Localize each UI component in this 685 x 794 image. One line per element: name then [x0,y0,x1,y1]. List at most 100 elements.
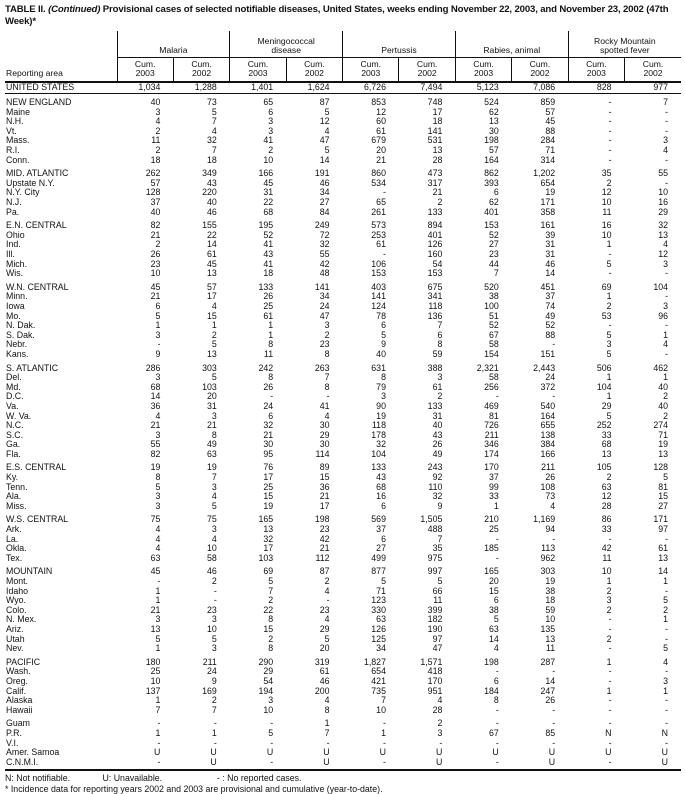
value-cell: 19 [376,410,386,421]
value-cell: 105 [596,462,612,473]
value-cell: - [495,737,499,748]
value-cell: 58 [206,552,217,563]
value-cell: 68 [376,481,386,492]
reporting-area-cell: MOUNTAIN [6,566,53,577]
value-cell: 31 [545,249,556,259]
value-cell: 1,169 [533,514,556,525]
incidence-footnote: * Incidence data for reporting years 200… [5,783,383,794]
value-cell: 399 [427,604,443,615]
value-cell: 35 [601,168,612,179]
value-cell: 346 [484,439,499,450]
value-cell: 242 [258,362,274,373]
value-cell: 141 [427,125,443,136]
value-cell: 8 [268,614,274,625]
reporting-area-cell: Miss. [6,500,27,511]
value-cell: 195 [258,220,274,231]
reporting-area-cell: Ohio [6,229,25,240]
reporting-area-cell: W.S. CENTRAL [6,514,69,525]
table-header: Reporting area Malaria Meningococcal dis… [5,31,681,83]
value-cell: 303 [202,362,217,373]
value-cell: - [552,391,556,402]
value-cell: 123 [371,595,386,606]
value-cell: 853 [371,97,386,108]
value-cell: 110 [428,481,443,492]
value-cell: 13 [206,268,217,279]
table-row-n-dak: N. Dak. 1 1 1 3 6 7 52 52 - - [5,321,681,331]
value-cell: 631 [371,362,386,373]
value-cell: 44 [488,258,499,269]
value-cell: 10 [601,229,612,240]
table-row-minn: Minn. 21 17 26 34 141 341 38 37 1 - [5,292,681,302]
value-cell: 17 [206,291,217,302]
table-row-ill: Ill. 26 61 43 55 - 160 23 31 - 12 [5,249,681,260]
table-row-mid-atlantic: MID. ATLANTIC 262 349 166 191 860 473 862 1,202 3… [5,165,681,179]
value-cell: 1 [381,727,386,738]
value-cell: 86 [601,514,612,525]
value-cell: 5 [211,372,217,383]
value-cell: 43 [206,177,217,188]
table-row-va: Va. 36 31 24 41 90 133 469 540 29 40 [5,400,681,412]
value-cell: 21 [150,291,161,302]
reporting-area-cell: N.C. [6,420,24,431]
value-cell: 1,034 [117,81,174,95]
value-cell: 40 [432,420,443,431]
value-cell: - [552,737,556,748]
value-cell: 15 [206,310,217,321]
value-cell: 35 [432,543,443,554]
value-cell: 133 [371,462,386,473]
reporting-area-cell: P.R. [6,727,22,738]
value-cell: 877 [371,566,386,577]
value-cell: 5 [155,633,161,644]
value-cell: 21 [150,420,161,431]
value-cell: 29 [263,666,274,677]
value-cell: 42 [601,543,612,554]
value-cell: 69 [263,566,274,577]
value-cell: 66 [432,585,443,596]
value-cell: 30 [488,125,499,136]
value-cell: 7 [324,727,330,738]
value-cell: 38 [488,604,499,615]
value-cell: - [608,533,612,544]
reporting-area-cell: Wis. [6,268,24,279]
value-cell: 31 [206,400,217,411]
value-cell: 3 [211,524,217,535]
value-cell: 174 [484,448,499,459]
table-row-utah: Utah 5 5 2 5 125 97 14 13 2 - [5,633,681,645]
value-cell: 87 [319,566,330,577]
value-cell: 393 [484,177,499,188]
value-cell: - [608,154,612,165]
value-cell: 23 [319,604,330,615]
value-cell: 3 [211,481,217,492]
value-cell: 8 [324,381,330,392]
value-cell: 40 [150,206,161,217]
value-cell: 6 [437,329,443,340]
value-cell: 32 [432,491,443,502]
value-cell: 27 [319,197,330,208]
group-header-meningococcal-disease: Meningococcal disease [229,31,343,58]
reporting-area-cell: Kans. [6,348,29,359]
value-cell: 10 [206,543,217,554]
table-row-tex: Tex. 63 58 103 112 499 975 - 962 11 13 [5,552,681,564]
value-cell: 894 [427,220,443,231]
value-cell: 23 [319,339,330,350]
reporting-area-cell: Vt. [6,125,17,136]
value-cell: 3 [155,329,161,340]
reporting-area-cell: Amer. Samoa [6,747,60,758]
value-cell: 3 [211,410,217,421]
value-cell: 34 [319,291,330,302]
cum-header-pertussis-2003: Cum. 2003 [342,57,399,83]
reporting-area-cell: N. Mex. [6,614,37,625]
group-label-line2: spotted fever [599,45,650,55]
value-cell: 45 [545,116,556,127]
value-cell: 247 [540,685,556,696]
value-cell: 388 [427,362,443,373]
value-cell: - [552,704,556,715]
value-cell: 8 [493,695,499,706]
reporting-area-cell: Utah [6,633,25,644]
value-cell: 49 [545,310,556,321]
value-cell: 190 [427,623,443,634]
value-cell: - [665,320,668,331]
value-cell: 57 [206,281,217,292]
value-cell: 8 [268,372,274,383]
value-cell: - [383,187,386,198]
